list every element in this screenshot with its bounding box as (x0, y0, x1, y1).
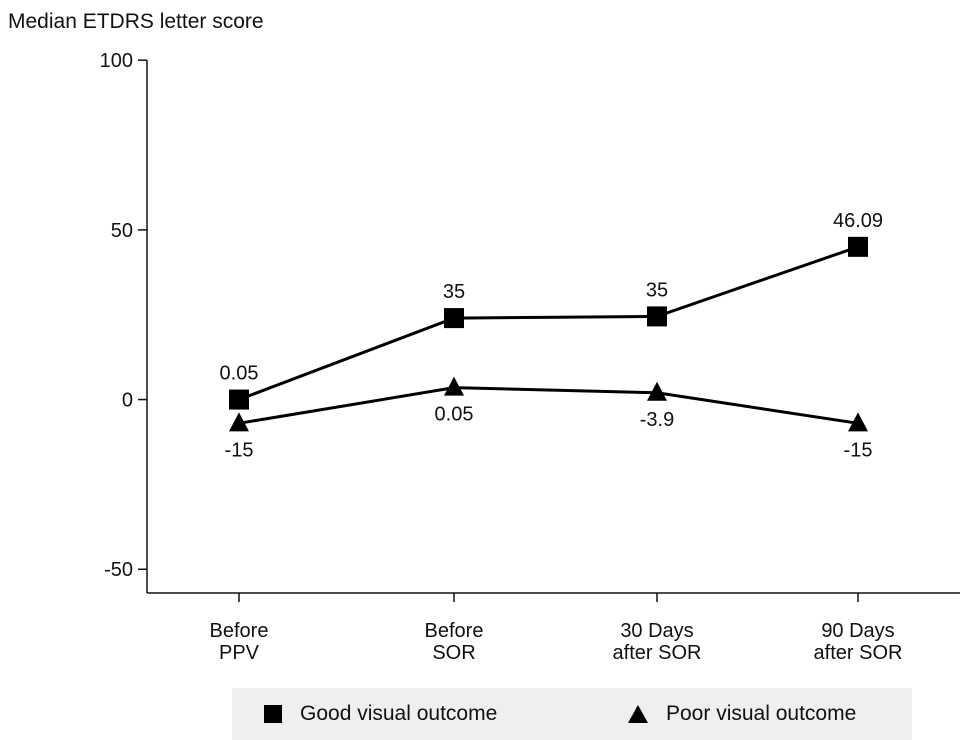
y-tick-label: -50 (104, 559, 133, 581)
square-marker (444, 308, 464, 329)
data-label: -15 (225, 439, 254, 461)
x-tick-label: after SOR (814, 642, 903, 664)
x-tick-label: Before (425, 620, 484, 642)
x-tick-label: SOR (432, 642, 475, 664)
data-label: -15 (844, 439, 873, 461)
x-tick-label: 30 Days (620, 620, 693, 642)
triangle-marker-icon (628, 705, 648, 723)
square-marker-icon (264, 705, 282, 723)
x-tick-label: Before (210, 620, 269, 642)
series-line-poor (238, 386, 859, 425)
data-label: 0.05 (435, 404, 474, 426)
square-marker (848, 236, 868, 257)
y-tick-label: 50 (111, 220, 133, 242)
line-chart: Median ETDRS letter score 100 50 0 -50 Befor… (8, 10, 960, 664)
legend-item-good: Good visual outcome (264, 688, 497, 740)
y-axis-title: Median ETDRS letter score (8, 10, 264, 33)
x-tick-label: after SOR (613, 642, 702, 664)
square-marker (229, 389, 249, 410)
legend-item-poor: Poor visual outcome (628, 688, 856, 740)
legend-label-poor: Poor visual outcome (666, 702, 857, 725)
square-marker (647, 306, 667, 327)
data-label: 46.09 (833, 210, 883, 232)
series-layer (229, 236, 868, 432)
triangle-marker (647, 381, 667, 401)
data-label: 0.05 (220, 363, 259, 385)
series-line-good (238, 245, 859, 401)
x-tick-label: 90 Days (821, 620, 894, 642)
legend-label-good: Good visual outcome (300, 702, 498, 725)
y-tick-label: 100 (100, 50, 133, 72)
x-tick-label: PPV (219, 642, 260, 664)
data-labels: 0.05 35 35 46.09 -15 0.05 -3.9 -15 (220, 210, 884, 461)
data-label: 35 (646, 279, 668, 301)
legend: Good visual outcome Poor visual outcome (232, 688, 912, 740)
triangle-marker (229, 412, 249, 432)
data-label: 35 (443, 281, 465, 303)
y-tick-label: 0 (122, 390, 133, 412)
triangle-marker (848, 412, 868, 432)
data-label: -3.9 (640, 409, 674, 431)
triangle-marker (444, 376, 464, 396)
